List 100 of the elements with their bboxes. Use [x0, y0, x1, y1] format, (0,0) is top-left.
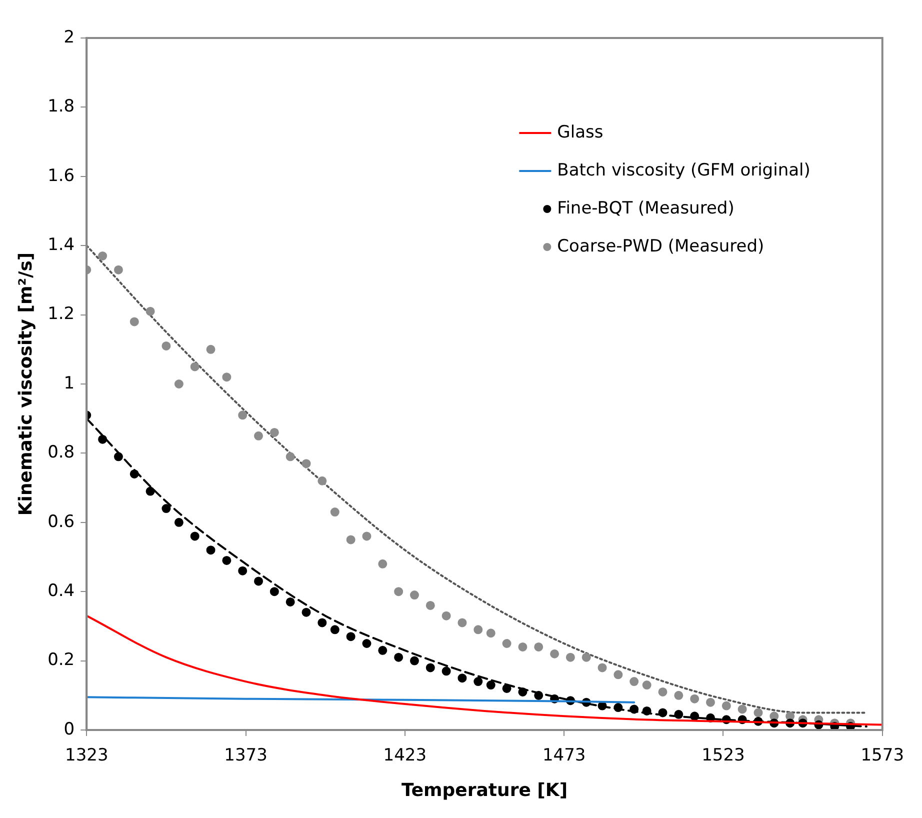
point	[518, 687, 528, 696]
point	[130, 317, 139, 326]
point	[378, 646, 388, 655]
point	[458, 618, 467, 628]
point	[458, 674, 467, 683]
point	[502, 639, 512, 648]
point	[190, 532, 200, 541]
x-tick-label: 1423	[383, 746, 427, 766]
point	[146, 486, 155, 496]
point	[630, 704, 639, 714]
point	[302, 459, 311, 468]
point	[362, 639, 372, 648]
point	[550, 649, 560, 658]
point	[706, 698, 715, 707]
point	[190, 362, 200, 372]
point	[502, 684, 512, 693]
point	[222, 556, 232, 565]
x-tick-label: 1523	[702, 746, 745, 766]
point	[270, 428, 279, 437]
point	[582, 652, 591, 662]
y-tick-label: 0.4	[48, 581, 75, 602]
point	[630, 677, 639, 686]
y-tick-label: 0.6	[48, 512, 75, 532]
point	[330, 508, 340, 517]
point	[642, 706, 652, 716]
point	[286, 597, 295, 606]
point	[206, 344, 216, 354]
point	[302, 608, 311, 617]
point	[722, 701, 731, 710]
point	[98, 434, 108, 444]
point	[254, 431, 264, 440]
point	[330, 625, 340, 634]
point	[474, 625, 483, 634]
point	[738, 704, 747, 714]
point	[674, 710, 684, 719]
y-tick-label: 1.6	[48, 166, 75, 186]
point	[346, 632, 356, 642]
point	[318, 476, 327, 486]
point	[130, 469, 139, 478]
point	[254, 576, 264, 586]
legend-label: Coarse-PWD (Measured)	[557, 236, 764, 256]
point	[270, 587, 279, 596]
point	[690, 694, 700, 704]
point	[598, 663, 607, 672]
point	[566, 652, 575, 662]
point	[238, 566, 248, 576]
point	[442, 666, 451, 676]
point	[534, 642, 544, 652]
point	[518, 642, 528, 652]
point	[410, 590, 419, 600]
point	[362, 532, 372, 541]
y-tick-label: 1.2	[48, 304, 75, 324]
point	[658, 708, 668, 718]
point	[486, 628, 496, 638]
point	[346, 535, 356, 544]
point	[98, 251, 108, 260]
x-tick-label: 1573	[860, 746, 904, 766]
y-axis-title: Kinematic viscosity [m²/s]	[15, 252, 36, 516]
point	[206, 546, 216, 555]
point	[486, 680, 496, 690]
y-tick-label: 0.2	[48, 650, 75, 670]
point	[754, 708, 763, 718]
point	[174, 380, 184, 388]
point	[318, 618, 327, 628]
point	[614, 670, 623, 680]
point	[410, 656, 419, 666]
y-tick-label: 1	[64, 373, 75, 394]
x-tick-label: 1373	[224, 746, 268, 766]
point	[426, 663, 435, 672]
point	[114, 452, 123, 462]
y-tick-label: 1.4	[48, 235, 75, 256]
point	[658, 687, 668, 696]
point	[146, 306, 155, 316]
point	[442, 611, 451, 620]
point	[690, 712, 700, 721]
point	[394, 587, 404, 596]
point	[286, 452, 295, 462]
point	[162, 504, 171, 514]
legend-label: Glass	[557, 122, 604, 142]
point	[174, 518, 184, 527]
y-tick-label: 0	[64, 719, 75, 740]
point	[614, 703, 623, 712]
point	[674, 690, 684, 700]
point	[642, 680, 652, 690]
point	[394, 652, 404, 662]
point	[162, 341, 171, 350]
legend-label: Fine-BQT (Measured)	[557, 198, 734, 218]
point	[378, 559, 388, 568]
point	[534, 690, 544, 700]
y-tick-label: 1.8	[48, 96, 75, 117]
point	[114, 265, 123, 274]
y-tick-label: 0.8	[48, 442, 75, 463]
y-tick-label: 2	[64, 27, 75, 48]
x-tick-label: 1323	[65, 746, 108, 766]
point	[426, 600, 435, 610]
legend-label: Batch viscosity (GFM original)	[557, 160, 810, 180]
x-tick-label: 1473	[542, 746, 586, 766]
point	[238, 410, 248, 420]
x-axis-title: Temperature [K]	[401, 780, 568, 801]
point	[222, 372, 232, 382]
